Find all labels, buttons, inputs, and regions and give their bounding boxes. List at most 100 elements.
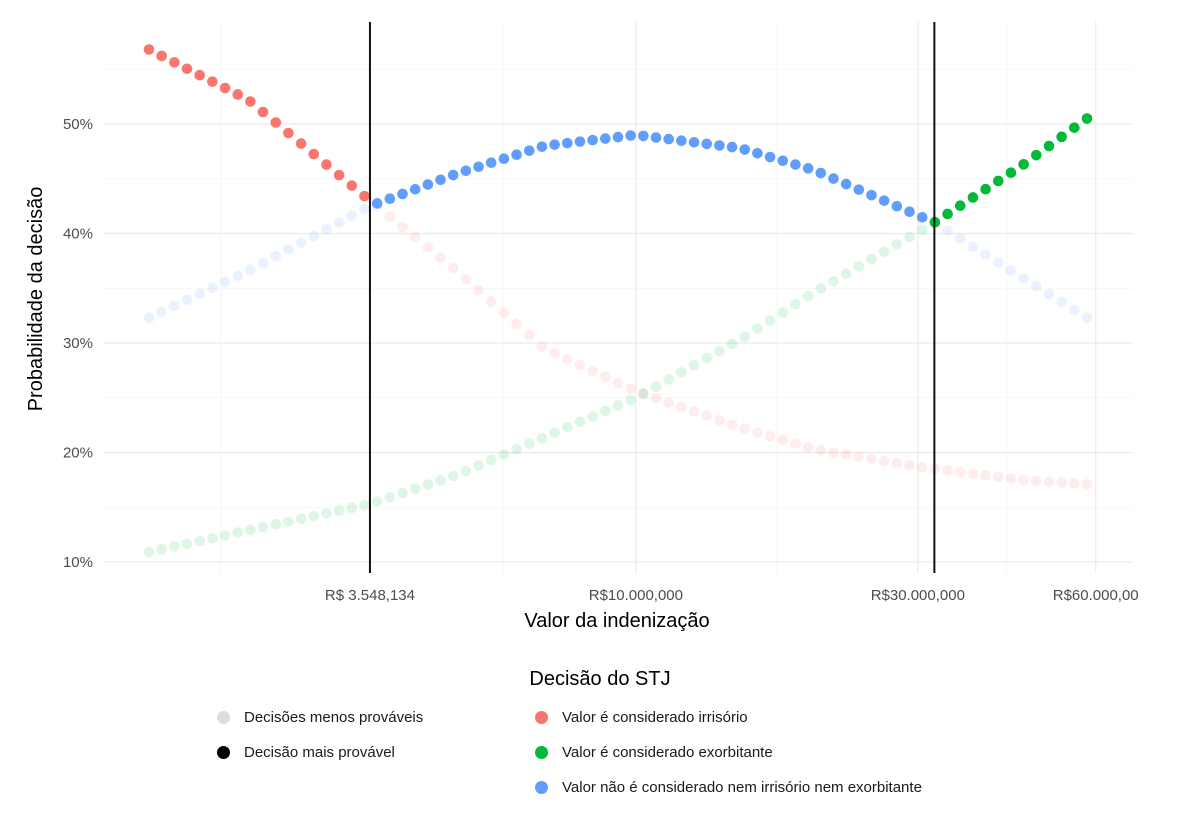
point-faded-exorbitante [536, 432, 548, 444]
point-exorbitante [954, 200, 966, 212]
point-faded-irrisorio [650, 392, 662, 404]
point-faded-nenhum [1005, 265, 1017, 276]
point-faded-irrisorio [942, 465, 953, 476]
legend-key-less-likely [217, 711, 230, 724]
point-faded-exorbitante [169, 541, 180, 552]
point-faded-irrisorio [891, 457, 903, 469]
point-nenhum [764, 151, 776, 163]
point-faded-exorbitante [232, 527, 244, 538]
less-likely-points [143, 201, 1093, 558]
legend-key-nenhum [535, 781, 548, 794]
point-nenhum [777, 155, 789, 167]
point-faded-exorbitante [676, 367, 687, 378]
point-faded-nenhum [283, 244, 294, 255]
legend-key-exorbitante [535, 746, 548, 759]
point-faded-irrisorio [967, 468, 979, 479]
grid [103, 22, 1133, 573]
point-nenhum [625, 130, 636, 141]
point-nenhum [549, 139, 560, 150]
point-irrisorio [143, 44, 155, 55]
point-faded-exorbitante [688, 359, 700, 371]
point-irrisorio [232, 89, 244, 100]
point-faded-nenhum [1043, 288, 1055, 300]
point-faded-irrisorio [714, 414, 725, 426]
point-nenhum [726, 141, 738, 153]
legend-item-nenhum: Valor não é considerado nem irrisório ne… [535, 770, 922, 805]
point-faded-irrisorio [1069, 478, 1080, 489]
point-faded-nenhum [245, 264, 256, 275]
point-faded-exorbitante [752, 323, 763, 334]
most-likely-points [143, 44, 1093, 228]
legend-item-less-likely: Decisões menos prováveis [217, 700, 423, 735]
x-tick-label: R$30.000,000 [871, 587, 965, 604]
point-faded-irrisorio [1081, 478, 1093, 490]
point-faded-irrisorio [676, 401, 687, 413]
point-faded-irrisorio [992, 471, 1004, 483]
point-faded-irrisorio [815, 445, 827, 456]
point-faded-irrisorio [536, 341, 548, 352]
point-nenhum [714, 140, 725, 151]
point-faded-exorbitante [384, 491, 396, 503]
point-faded-exorbitante [891, 239, 903, 250]
point-faded-irrisorio [511, 318, 522, 330]
point-faded-irrisorio [790, 438, 801, 450]
point-faded-exorbitante [904, 231, 915, 243]
point-nenhum [739, 144, 751, 155]
legend-label-most-likely: Decisão mais provável [244, 744, 395, 761]
point-faded-exorbitante [663, 374, 675, 385]
point-irrisorio [181, 63, 193, 75]
point-faded-nenhum [359, 203, 370, 215]
point-nenhum [688, 136, 700, 148]
point-nenhum [663, 133, 675, 145]
point-nenhum [574, 136, 586, 147]
point-faded-irrisorio [777, 434, 789, 446]
point-nenhum [485, 157, 497, 169]
point-faded-irrisorio [549, 347, 560, 359]
x-axis-ticks: R$ 3.548,134 R$10.000,000 R$30.000,000 R$60… [325, 587, 1139, 604]
point-faded-exorbitante [764, 315, 776, 326]
point-exorbitante [1030, 149, 1042, 161]
point-faded-exorbitante [245, 524, 256, 536]
point-faded-irrisorio [764, 430, 776, 442]
point-faded-nenhum [1056, 296, 1067, 308]
point-faded-exorbitante [485, 454, 497, 466]
point-faded-exorbitante [714, 345, 725, 357]
point-nenhum [473, 161, 484, 173]
point-faded-irrisorio [802, 442, 814, 453]
point-faded-irrisorio [739, 423, 751, 435]
point-faded-nenhum [1069, 304, 1080, 316]
point-faded-exorbitante [409, 483, 421, 495]
point-faded-irrisorio [561, 353, 573, 365]
point-nenhum [650, 132, 662, 143]
point-nenhum [612, 131, 624, 143]
point-faded-exorbitante [181, 538, 193, 550]
point-nenhum [536, 141, 548, 152]
point-faded-exorbitante [878, 246, 890, 258]
point-faded-irrisorio [828, 447, 839, 458]
decision-probability-chart: 10% 20% 30% 40% 50% R$ 3.548,134 R$10.000,000… [25, 22, 1139, 632]
point-exorbitante [1043, 140, 1055, 152]
point-faded-nenhum [346, 210, 358, 222]
point-irrisorio [295, 138, 307, 149]
point-faded-exorbitante [625, 394, 636, 406]
point-faded-exorbitante [600, 405, 611, 417]
point-faded-exorbitante [308, 510, 320, 522]
point-faded-irrisorio [663, 397, 675, 408]
legend-label-irrisorio: Valor é considerado irrisório [562, 709, 748, 726]
legend-column-1: Decisões menos prováveis Decisão mais pr… [217, 700, 423, 770]
legend-key-irrisorio [535, 711, 548, 724]
point-nenhum [561, 137, 573, 149]
point-faded-exorbitante [346, 502, 358, 514]
point-nenhum [422, 179, 434, 190]
point-nenhum [600, 133, 611, 144]
point-faded-irrisorio [1043, 476, 1055, 487]
point-faded-irrisorio [587, 365, 598, 377]
point-faded-nenhum [1030, 280, 1042, 292]
point-faded-exorbitante [460, 465, 472, 477]
point-faded-nenhum [980, 249, 991, 260]
point-exorbitante [1081, 113, 1093, 124]
point-irrisorio [308, 148, 320, 160]
point-faded-irrisorio [409, 231, 421, 243]
point-nenhum [638, 130, 649, 142]
point-faded-nenhum [308, 230, 320, 242]
